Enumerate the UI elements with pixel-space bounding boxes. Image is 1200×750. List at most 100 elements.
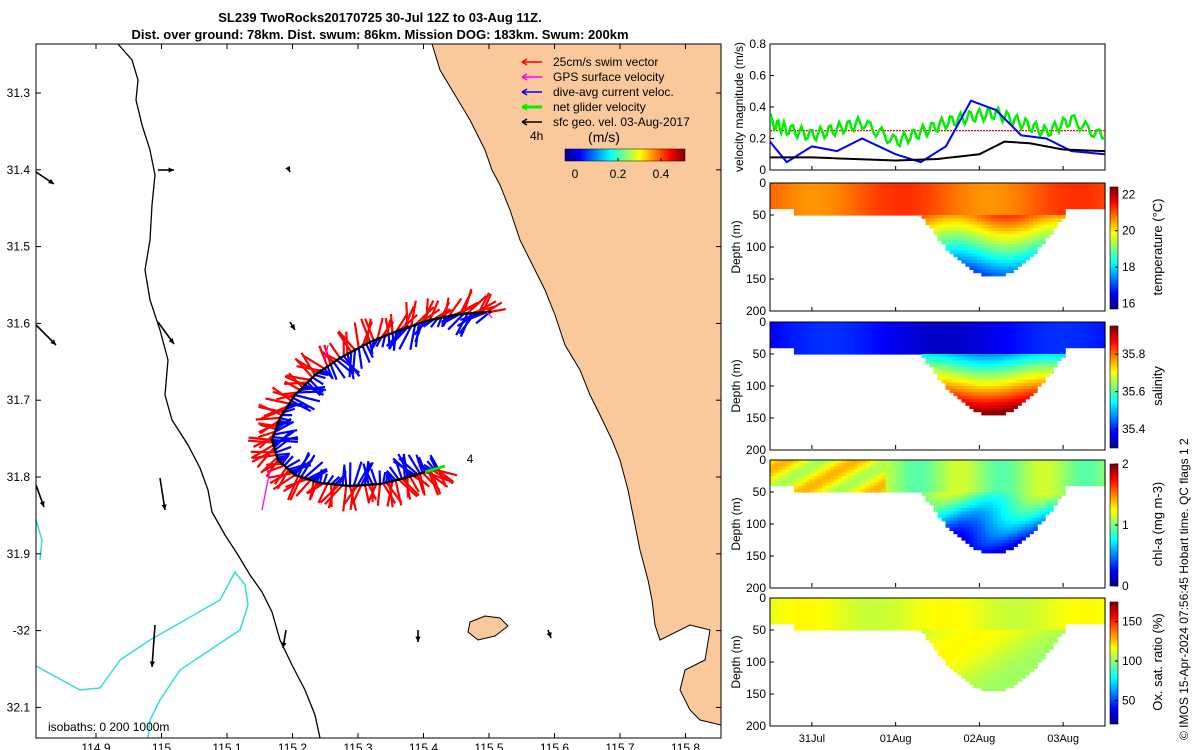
section-cell bbox=[865, 479, 871, 483]
section-cell bbox=[881, 626, 887, 631]
section-cell bbox=[973, 240, 978, 245]
section-cell bbox=[1041, 221, 1046, 226]
current-vector bbox=[292, 396, 315, 411]
section-cell bbox=[981, 189, 986, 194]
section-cell bbox=[1029, 392, 1034, 397]
section-cell bbox=[781, 202, 787, 206]
section-cell bbox=[969, 636, 974, 641]
section-cell bbox=[770, 192, 775, 197]
section-cell bbox=[857, 479, 863, 483]
section-cell bbox=[933, 466, 939, 471]
section-cell bbox=[1029, 328, 1034, 333]
section-cell bbox=[1005, 460, 1010, 464]
section-cell bbox=[877, 479, 883, 483]
section-cell bbox=[925, 469, 931, 474]
section-cell bbox=[770, 322, 775, 326]
section-cell bbox=[1017, 328, 1022, 333]
section-cell bbox=[1093, 205, 1098, 210]
section-cell bbox=[901, 195, 907, 200]
section-cell bbox=[905, 482, 911, 487]
velocity-series-line bbox=[770, 140, 1105, 162]
section-cell bbox=[933, 485, 939, 490]
section-cell bbox=[965, 626, 971, 631]
section-cell bbox=[941, 504, 947, 509]
section-cell bbox=[1021, 389, 1026, 393]
section-cell bbox=[961, 617, 967, 621]
section-cell bbox=[1073, 472, 1078, 477]
section-cell bbox=[829, 350, 835, 355]
section-cell bbox=[981, 376, 986, 381]
section-cell bbox=[933, 192, 939, 197]
section-cell bbox=[801, 482, 807, 487]
section-cell bbox=[957, 646, 963, 650]
section-cell bbox=[781, 325, 787, 329]
section-cell bbox=[1005, 199, 1010, 203]
section-cell bbox=[849, 195, 855, 200]
section-cell bbox=[997, 549, 1002, 554]
section-cell bbox=[897, 192, 903, 197]
section-cell bbox=[793, 626, 799, 631]
section-cell bbox=[957, 662, 963, 666]
section-cell bbox=[770, 325, 775, 329]
section-cell bbox=[997, 334, 1002, 339]
swim-vector bbox=[294, 357, 314, 379]
section-cell bbox=[977, 357, 982, 361]
section-cell bbox=[989, 472, 994, 477]
section-cell bbox=[797, 485, 803, 490]
section-cell bbox=[770, 620, 775, 625]
section-cell bbox=[981, 253, 986, 258]
track-dot bbox=[305, 477, 310, 481]
track-dot bbox=[443, 315, 447, 319]
section-cell bbox=[1037, 373, 1042, 377]
section-cell bbox=[1005, 498, 1010, 503]
section-cell bbox=[1041, 469, 1046, 474]
section-cell bbox=[1009, 492, 1014, 496]
section-cell bbox=[945, 652, 951, 657]
track-dot bbox=[458, 312, 462, 316]
section-cell bbox=[981, 243, 986, 248]
section-cell bbox=[897, 331, 903, 336]
section-cell bbox=[937, 344, 943, 349]
section-cell bbox=[937, 472, 943, 477]
section-cell bbox=[993, 357, 998, 361]
swim-vector bbox=[324, 484, 344, 506]
section-cell bbox=[953, 485, 959, 490]
section-cell bbox=[937, 617, 943, 621]
section-cell bbox=[1001, 549, 1006, 554]
section-cell bbox=[1013, 325, 1018, 329]
section-cell bbox=[1049, 331, 1054, 336]
section-cell bbox=[953, 501, 959, 506]
section-cell bbox=[873, 202, 879, 206]
section-cell bbox=[1033, 205, 1038, 210]
section-cell bbox=[949, 243, 955, 248]
section-cell bbox=[969, 395, 974, 400]
section-cell bbox=[841, 469, 847, 474]
section-cell bbox=[777, 479, 783, 483]
section-cell bbox=[1053, 322, 1058, 326]
section-cell bbox=[933, 195, 939, 200]
geostrophic-arrowhead bbox=[415, 636, 421, 642]
section-cell bbox=[953, 623, 959, 628]
section-cell bbox=[869, 617, 875, 621]
current-vector bbox=[326, 474, 335, 485]
section-cell bbox=[885, 472, 891, 477]
section-cell bbox=[997, 186, 1002, 190]
section-cell bbox=[977, 633, 982, 637]
section-cell bbox=[1025, 533, 1030, 538]
section-cell bbox=[961, 536, 967, 541]
section-cell bbox=[945, 382, 951, 387]
section-cell bbox=[825, 205, 831, 210]
section-cell bbox=[801, 601, 807, 605]
section-cell bbox=[877, 488, 883, 493]
section-cell bbox=[1021, 202, 1026, 206]
section-cell bbox=[925, 460, 931, 464]
section-cell bbox=[1021, 492, 1026, 496]
section-cell bbox=[981, 626, 986, 631]
section-cell bbox=[793, 334, 799, 339]
section-cell bbox=[1025, 363, 1030, 368]
section-cell bbox=[793, 183, 799, 187]
section-cell bbox=[773, 463, 779, 467]
section-cell bbox=[1009, 485, 1014, 490]
section-cell bbox=[1041, 224, 1046, 229]
section-cell bbox=[1033, 221, 1038, 226]
